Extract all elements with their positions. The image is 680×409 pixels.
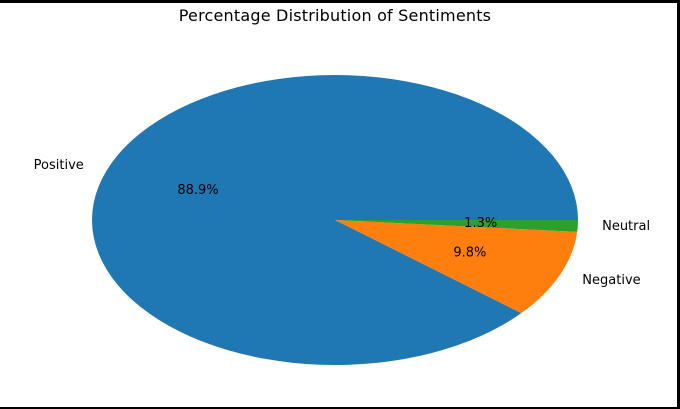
slice-label-neutral: Neutral [602,219,650,234]
pie-slice-neutral [335,220,578,232]
slice-label-negative: Negative [582,273,640,288]
pct-label-neutral: 1.3% [464,216,497,231]
pie-slice-negative [335,220,578,314]
slice-label-positive: Positive [34,158,84,173]
top-border [0,0,680,3]
chart-title: Percentage Distribution of Sentiments [178,6,492,25]
bottom-border [0,407,680,409]
right-border [677,0,680,409]
pie-slice-positive [92,75,578,366]
pct-label-positive: 88.9% [177,183,218,198]
pct-label-negative: 9.8% [453,246,486,261]
